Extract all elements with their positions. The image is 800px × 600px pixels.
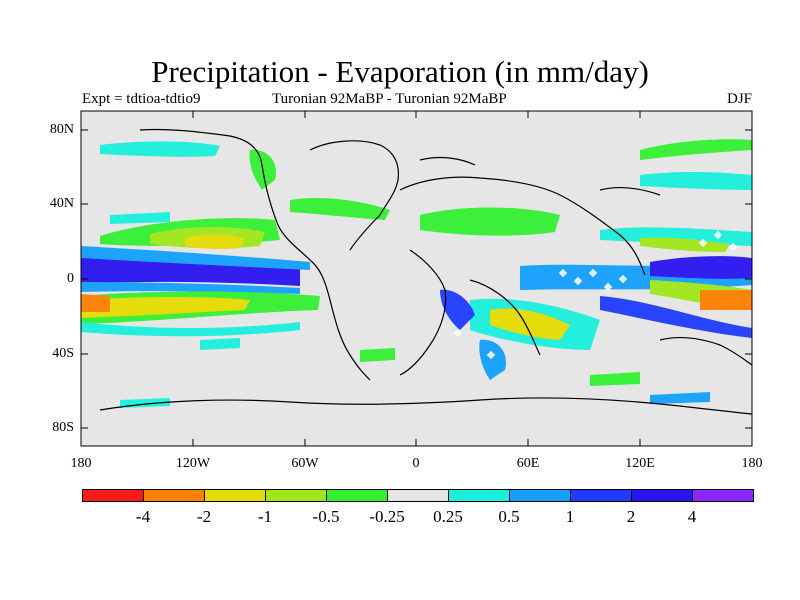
colorbar-swatch [448,489,510,502]
colorbar-label: -0.25 [369,507,405,526]
colorbar-label: 0.5 [498,507,520,526]
experiment-label: Expt = tdtioa-tdtio9 [82,91,201,107]
colorbar-swatch [204,489,266,502]
y-tick-label: 80S [52,420,74,435]
colorbar-swatch [509,489,571,502]
coastlines [99,128,753,415]
y-tick-marks [81,129,752,429]
colorbar-label: -1 [257,507,273,526]
y-tick-label: 80N [49,122,74,137]
colorbar-swatch [326,489,388,502]
y-tick-label: 40N [49,196,74,211]
colorbar-label: -2 [196,507,212,526]
colorbar-swatch [692,489,754,502]
colorbar-swatch [82,489,144,502]
colorbar-label: -0.5 [312,507,340,526]
x-tick-label: 120E [625,456,655,471]
x-tick-label: 180 [70,456,92,471]
period-label: Turonian 92MaBP - Turonian 92MaBP [272,91,507,107]
colorbar-label: 0.25 [433,507,463,526]
x-tick-label: 60E [516,456,540,471]
colorbar-label: -4 [135,507,151,526]
y-tick-label: 0 [67,271,74,286]
colorbar-label: 1 [565,507,575,526]
hatch-marks [453,230,738,360]
field-patterns [81,139,752,408]
colorbar-swatch [570,489,632,502]
x-tick-label: 0 [412,456,420,471]
x-tick-label: 120W [175,456,211,471]
colorbar-label: 4 [687,507,697,526]
x-tick-marks [80,111,753,446]
colorbar-swatch [265,489,327,502]
x-tick-label: 60W [291,456,319,471]
colorbar-swatch [143,489,205,502]
season-label: DJF [726,91,752,107]
blob-equatorial-pacific [81,254,300,286]
colorbar-swatch [631,489,693,502]
colorbar-swatch [387,489,449,502]
y-tick-label: 40S [52,346,74,361]
colorbar-label: 2 [626,507,636,526]
chart-title: Precipitation - Evaporation (in mm/day) [151,54,649,89]
x-tick-label: 180 [741,456,763,471]
